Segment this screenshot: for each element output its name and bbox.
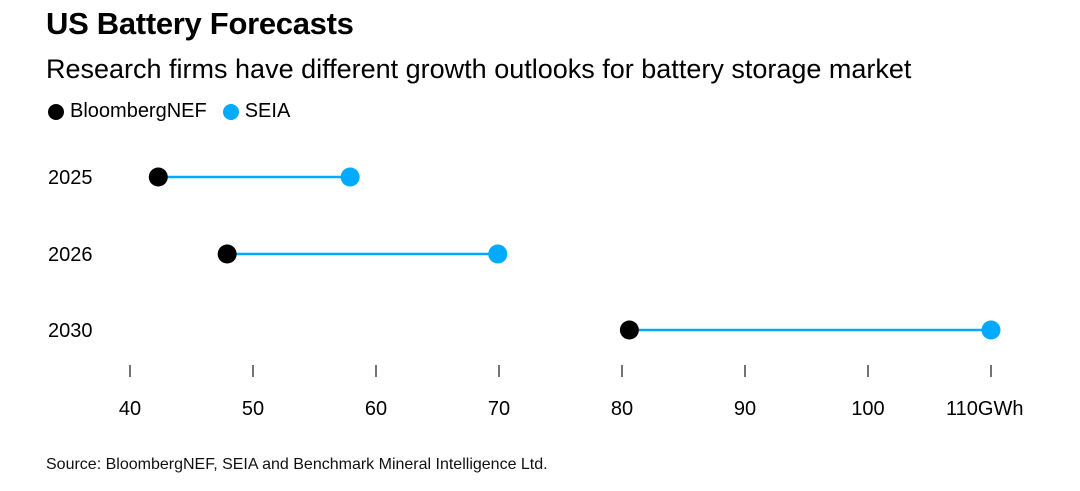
x-tick-label: 40 xyxy=(119,398,141,420)
legend-label-seia: SEIA xyxy=(244,100,291,122)
legend-marker-bloombergnef xyxy=(48,103,64,120)
legend-item-bloombergnef: BloombergNEF xyxy=(48,100,207,123)
point-seia xyxy=(981,320,1001,340)
y-tick-label: 2026 xyxy=(48,244,93,266)
point-seia xyxy=(340,167,360,187)
x-tick-label: 70 xyxy=(488,398,510,420)
legend-label-bloombergnef: BloombergNEF xyxy=(70,100,207,122)
chart-subtitle: Research firms have different growth out… xyxy=(46,54,912,84)
chart-title: US Battery Forecasts xyxy=(46,6,354,41)
point-bloombergnef xyxy=(148,167,168,187)
x-tick-label: 90 xyxy=(734,398,756,420)
y-tick-label: 2025 xyxy=(48,167,93,189)
x-tick-label: 60 xyxy=(365,398,387,420)
y-tick-label: 2030 xyxy=(48,320,93,342)
source-note: Source: BloombergNEF, SEIA and Benchmark… xyxy=(46,456,548,473)
x-tick-label: 110GWh xyxy=(946,398,1023,420)
point-seia xyxy=(488,244,508,264)
x-tick-label: 50 xyxy=(242,398,264,420)
legend: BloombergNEF SEIA xyxy=(48,100,306,123)
x-tick-label: 100 xyxy=(851,398,884,420)
x-tick-label: 80 xyxy=(611,398,633,420)
point-bloombergnef xyxy=(217,244,237,264)
point-bloombergnef xyxy=(619,320,639,340)
legend-item-seia: SEIA xyxy=(222,100,291,123)
legend-marker-seia xyxy=(222,103,239,120)
